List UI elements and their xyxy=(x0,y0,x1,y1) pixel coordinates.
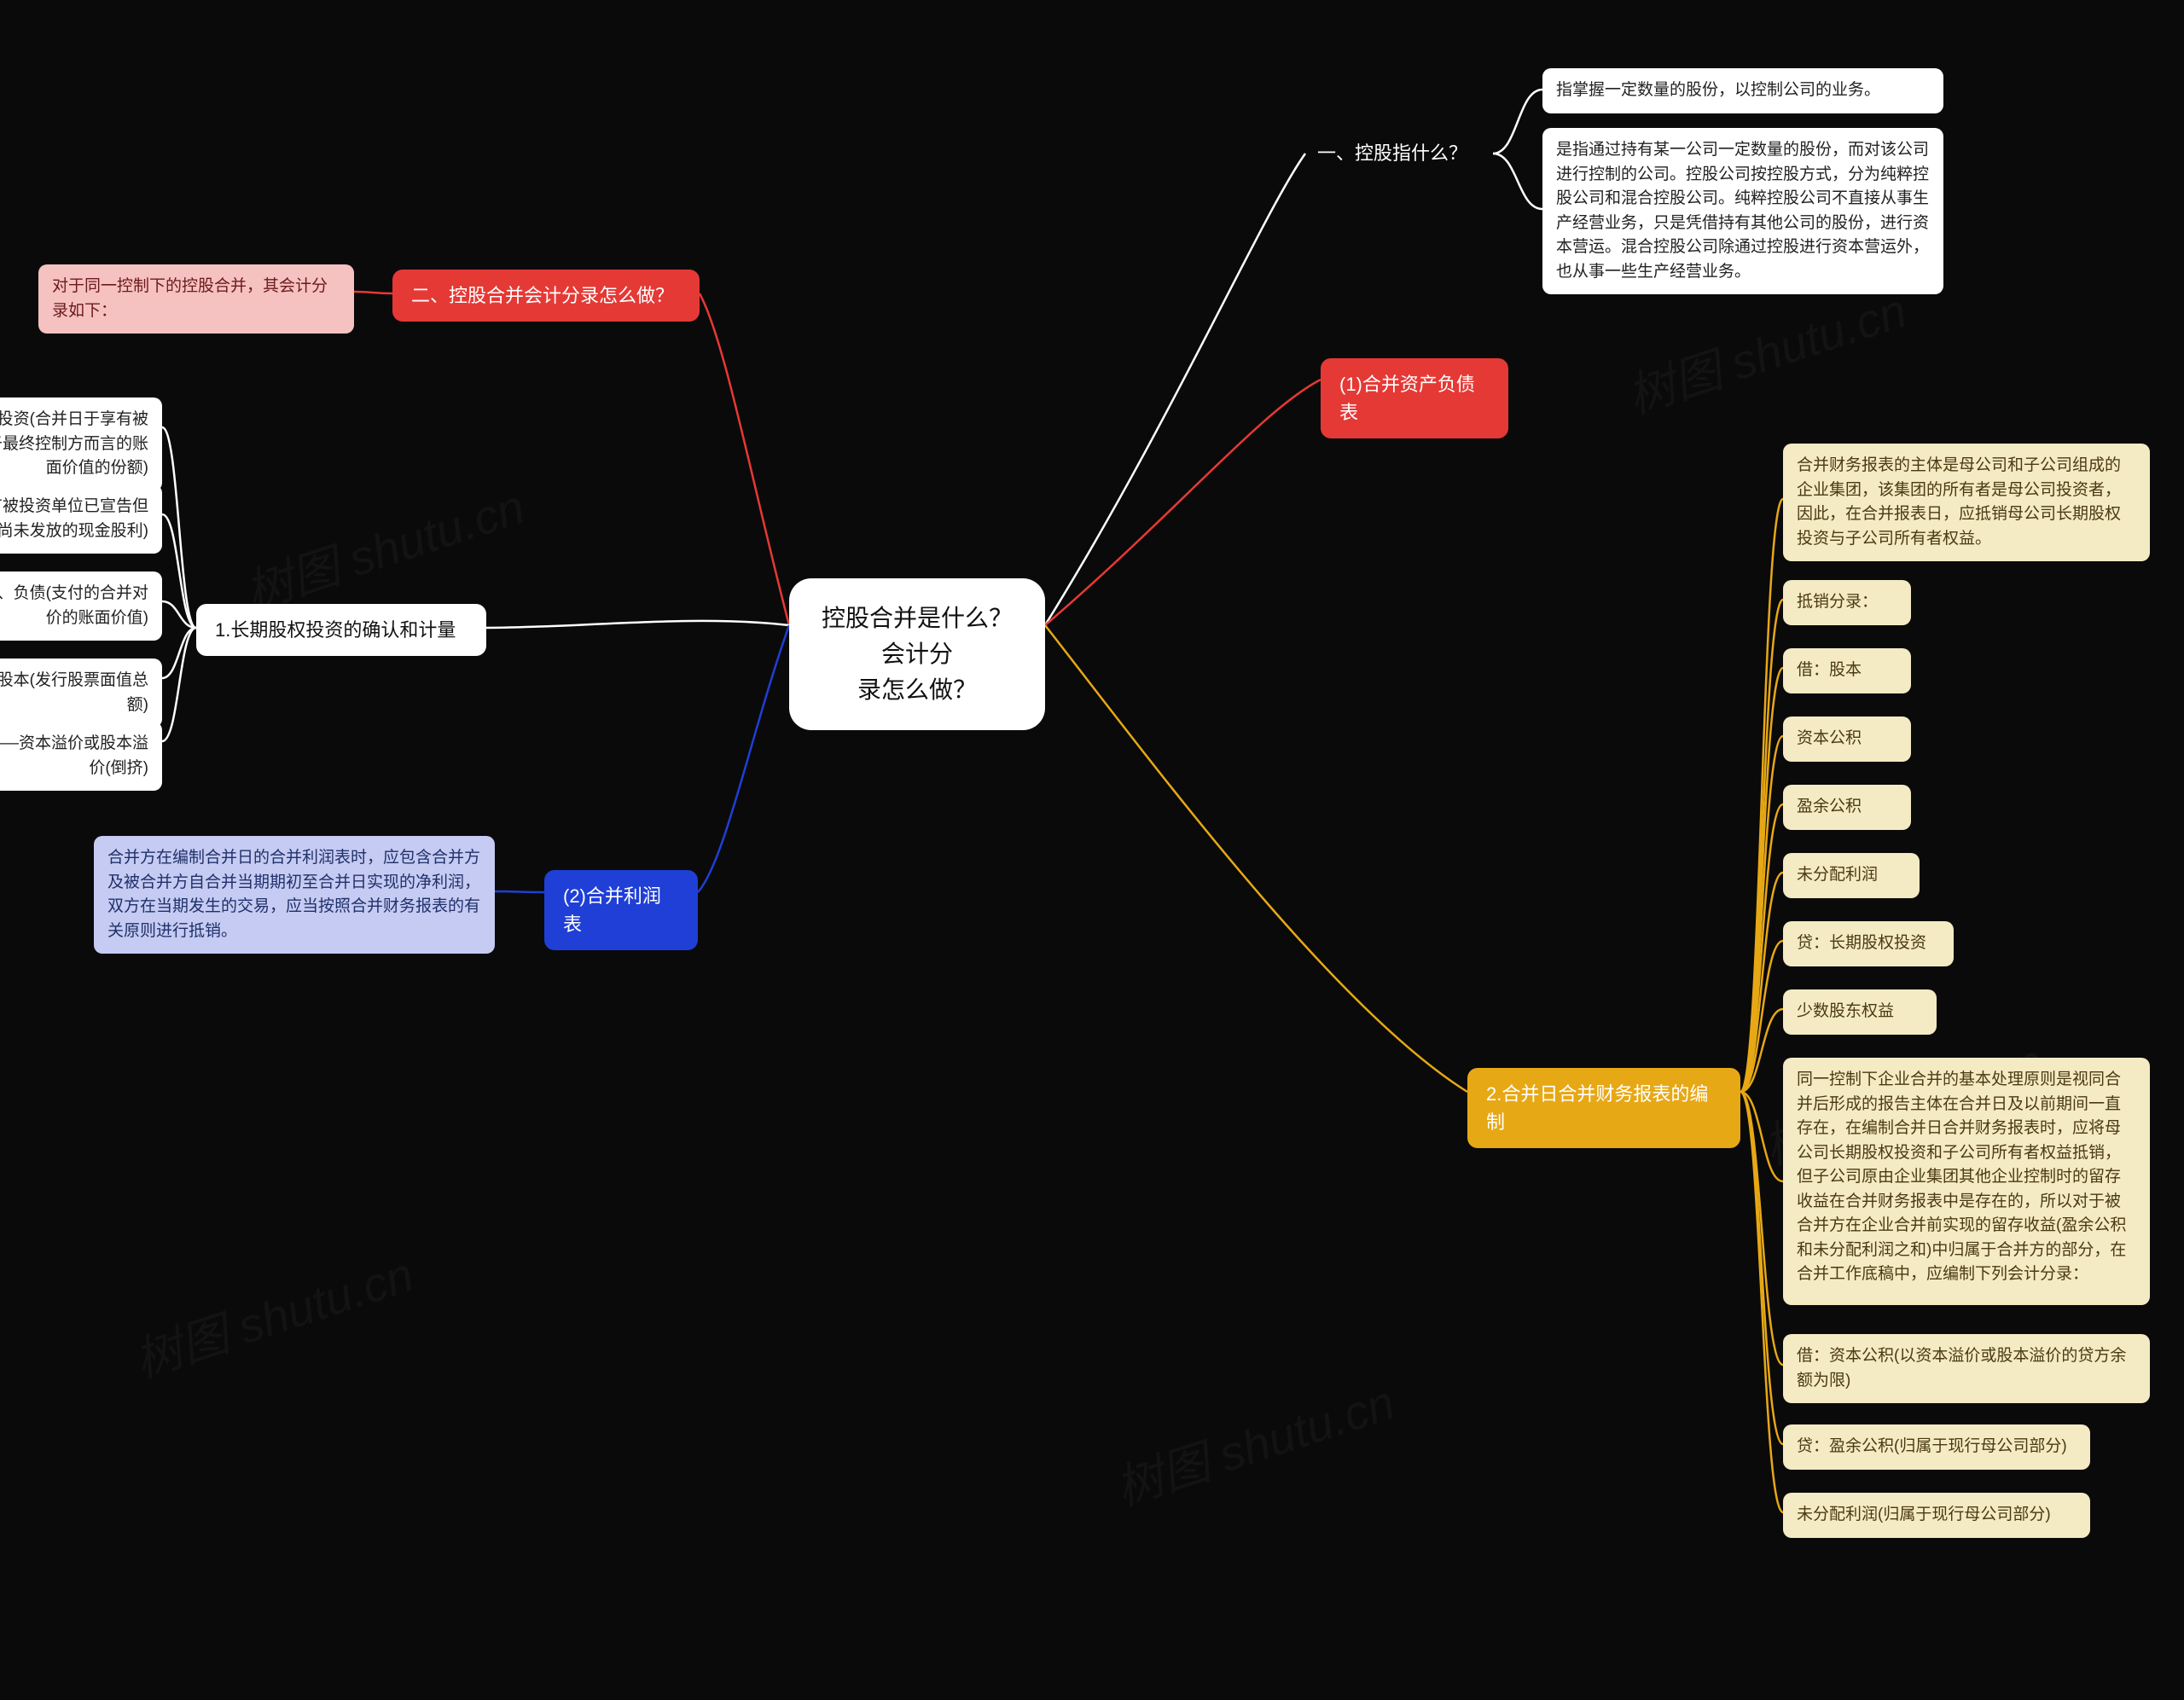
node-b4_l5: 资本公积——资本溢价或股本溢价(倒挤) xyxy=(0,722,162,791)
watermark: 树图 shutu.cn xyxy=(1618,273,1914,428)
node-b6_l5: 盈余公积 xyxy=(1783,785,1911,830)
node-b6_l6: 未分配利润 xyxy=(1783,853,1920,898)
node-b1_l1: 指掌握一定数量的股份，以控制公司的业务。 xyxy=(1542,68,1943,113)
node-b6: 2.合并日合并财务报表的编制 xyxy=(1467,1068,1740,1148)
node-b3: (1)合并资产负债表 xyxy=(1321,358,1508,438)
node-b6_l4: 资本公积 xyxy=(1783,717,1911,762)
node-b4_l4: 股本(发行股票面值总额) xyxy=(0,659,162,728)
node-b4_l1: 借：长期股权投资(合并日于享有被合并方相对于最终控制方而言的账面价值的份额) xyxy=(0,397,162,491)
node-b4: 1.长期股权投资的确认和计量 xyxy=(196,604,486,656)
node-b6_l3: 借：股本 xyxy=(1783,648,1911,693)
node-b1: 一、控股指什么？ xyxy=(1305,132,1493,175)
watermark: 树图 shutu.cn xyxy=(1106,1365,1403,1520)
node-b6_l2: 抵销分录： xyxy=(1783,580,1911,625)
node-b6_l10: 借：资本公积(以资本溢价或股本溢价的贷方余额为限) xyxy=(1783,1334,2150,1403)
node-center: 控股合并是什么？会计分 录怎么做？ xyxy=(789,578,1045,730)
node-b1_l2: 是指通过持有某一公司一定数量的股份，而对该公司进行控制的公司。控股公司按控股方式… xyxy=(1542,128,1943,294)
node-b5_l1: 合并方在编制合并日的合并利润表时，应包含合并方及被合并方自合并当期期初至合并日实… xyxy=(94,836,495,954)
node-b6_l12: 未分配利润(归属于现行母公司部分) xyxy=(1783,1493,2090,1538)
watermark: 树图 shutu.cn xyxy=(125,1237,421,1392)
node-b6_l8: 少数股东权益 xyxy=(1783,989,1937,1035)
node-b4_l2: 应收股利(享有被投资单位已宣告但尚未发放的现金股利) xyxy=(0,484,162,554)
node-b2_l1: 对于同一控制下的控股合并，其会计分录如下： xyxy=(38,264,354,334)
node-b5: (2)合并利润表 xyxy=(544,870,698,950)
node-b6_l7: 贷：长期股权投资 xyxy=(1783,921,1954,966)
node-b6_l1: 合并财务报表的主体是母公司和子公司组成的企业集团，该集团的所有者是母公司投资者，… xyxy=(1783,444,2150,561)
node-b6_l9: 同一控制下企业合并的基本处理原则是视同合并后形成的报告主体在合并日及以前期间一直… xyxy=(1783,1058,2150,1305)
node-b2: 二、控股合并会计分录怎么做？ xyxy=(392,270,700,322)
node-b4_l3: 贷：有关资产、负债(支付的合并对价的账面价值) xyxy=(0,572,162,641)
node-b6_l11: 贷：盈余公积(归属于现行母公司部分) xyxy=(1783,1424,2090,1470)
watermark: 树图 shutu.cn xyxy=(235,469,532,624)
